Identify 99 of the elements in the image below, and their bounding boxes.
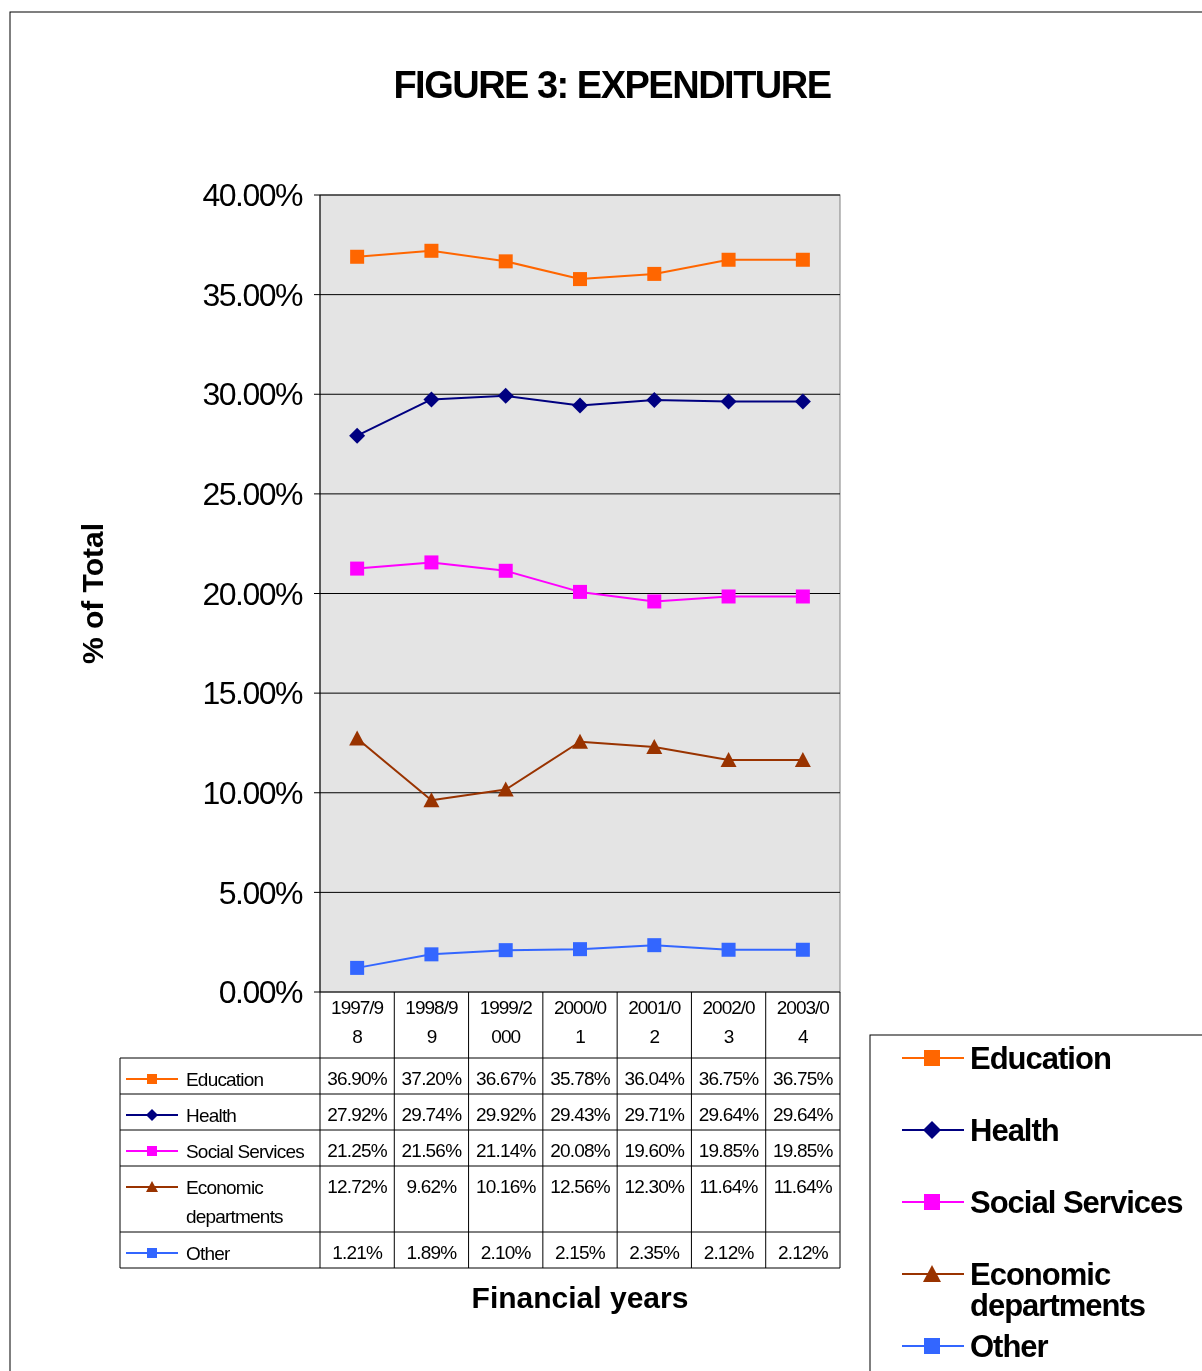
text: Health [970,1113,1059,1148]
data-label: 29.43% [550,1104,611,1125]
point [720,393,737,410]
y-tick-label: 5.00% [218,874,304,911]
data-label: 2.35% [629,1242,681,1263]
x-tick-label: 2002/03 [702,997,756,1047]
x-tick-label: 1997/98 [331,997,384,1047]
point [721,589,736,604]
point [498,943,513,958]
point [647,938,662,953]
x-tick-label: 1998/99 [405,997,458,1047]
data-label: 11.64% [699,1176,759,1197]
point [497,781,514,797]
data-label: 12.30% [624,1176,686,1197]
legend-label: Other [186,1243,231,1264]
text: Education [186,1069,264,1090]
point [647,594,662,609]
y-tick-label: 15.00% [202,675,304,712]
data-label: 12.56% [550,1176,611,1197]
data-label: 2.12% [777,1242,829,1263]
y-tick-label: 35.00% [202,276,304,313]
point [424,243,439,258]
y-tick-label: 30.00% [202,376,304,413]
data-label: 1.89% [406,1242,458,1263]
data-label: 9.62% [406,1176,458,1197]
point [646,392,663,409]
point [572,733,588,749]
point [349,427,366,444]
data-label: 36.75% [698,1068,760,1089]
legend-label: Education [970,1041,1111,1076]
point [795,252,810,267]
point [794,752,811,768]
text: Financial years [471,1281,689,1314]
text: Other [970,1329,1048,1364]
data-label: 36.75% [773,1068,834,1089]
point [721,942,736,957]
point [794,393,811,410]
point [646,738,663,754]
data-label: 19.85% [773,1140,834,1161]
data-label: 12.72% [327,1176,388,1197]
data-label: 29.64% [698,1104,760,1125]
x-tick-label: 2000/01 [553,997,607,1047]
y-tick-label: 40.00% [202,177,304,214]
data-label: 36.04% [624,1068,686,1089]
point [423,792,440,808]
data-label: 1.21% [332,1242,383,1263]
point [647,266,662,281]
x-tick-label: 1999/2000 [479,997,533,1047]
data-label: 20.08% [550,1140,611,1161]
legend-label: Economic departments [186,1177,284,1227]
point [573,942,587,957]
data-label: 36.90% [327,1068,388,1089]
point [350,561,365,576]
y-tick-label: 20.00% [202,575,304,612]
data-label: 2.15% [555,1242,606,1263]
point [573,272,587,287]
y-tick-label: 10.00% [202,774,304,811]
point [497,387,514,404]
x-tick-label: 2001/02 [628,997,681,1047]
data-label: 21.56% [401,1140,463,1161]
point [498,254,513,269]
data-label: 29.74% [401,1104,463,1125]
data-label: 2.10% [480,1242,532,1263]
y-axis-title: % of Total [76,522,109,665]
point [424,947,439,962]
data-label: 2.12% [703,1242,755,1263]
point [350,960,365,975]
text: Social Services [970,1185,1183,1220]
data-label: 19.85% [698,1140,760,1161]
legend-label: Health [186,1105,237,1126]
text: Economic departments [970,1257,1146,1323]
chart-title: FIGURE 3: EXPENDITURE [393,64,831,106]
data-label: 29.64% [773,1104,834,1125]
data-label: 37.20% [401,1068,463,1089]
point [498,563,513,578]
data-label: 21.14% [475,1140,537,1161]
data-label: 29.92% [475,1104,537,1125]
data-label: 19.60% [624,1140,686,1161]
data-label: 35.78% [550,1068,611,1089]
data-label: 29.71% [624,1104,686,1125]
data-label: 27.92% [327,1104,388,1125]
point [720,752,737,768]
point [795,589,810,604]
point [573,584,587,599]
data-label: 21.25% [327,1140,388,1161]
y-tick-label: 25.00% [202,476,304,513]
point [721,252,736,267]
point [350,249,365,264]
y-tick-label: 0.00% [218,974,304,1011]
legend-label: Social Services [186,1141,305,1162]
point [572,397,588,414]
point [349,730,366,746]
data-label: 10.16% [475,1176,537,1197]
data-label: 11.64% [773,1176,833,1197]
x-tick-label: 2003/04 [776,997,830,1047]
point [423,391,440,408]
point [795,942,810,957]
data-label: 36.67% [475,1068,537,1089]
point [424,555,439,570]
